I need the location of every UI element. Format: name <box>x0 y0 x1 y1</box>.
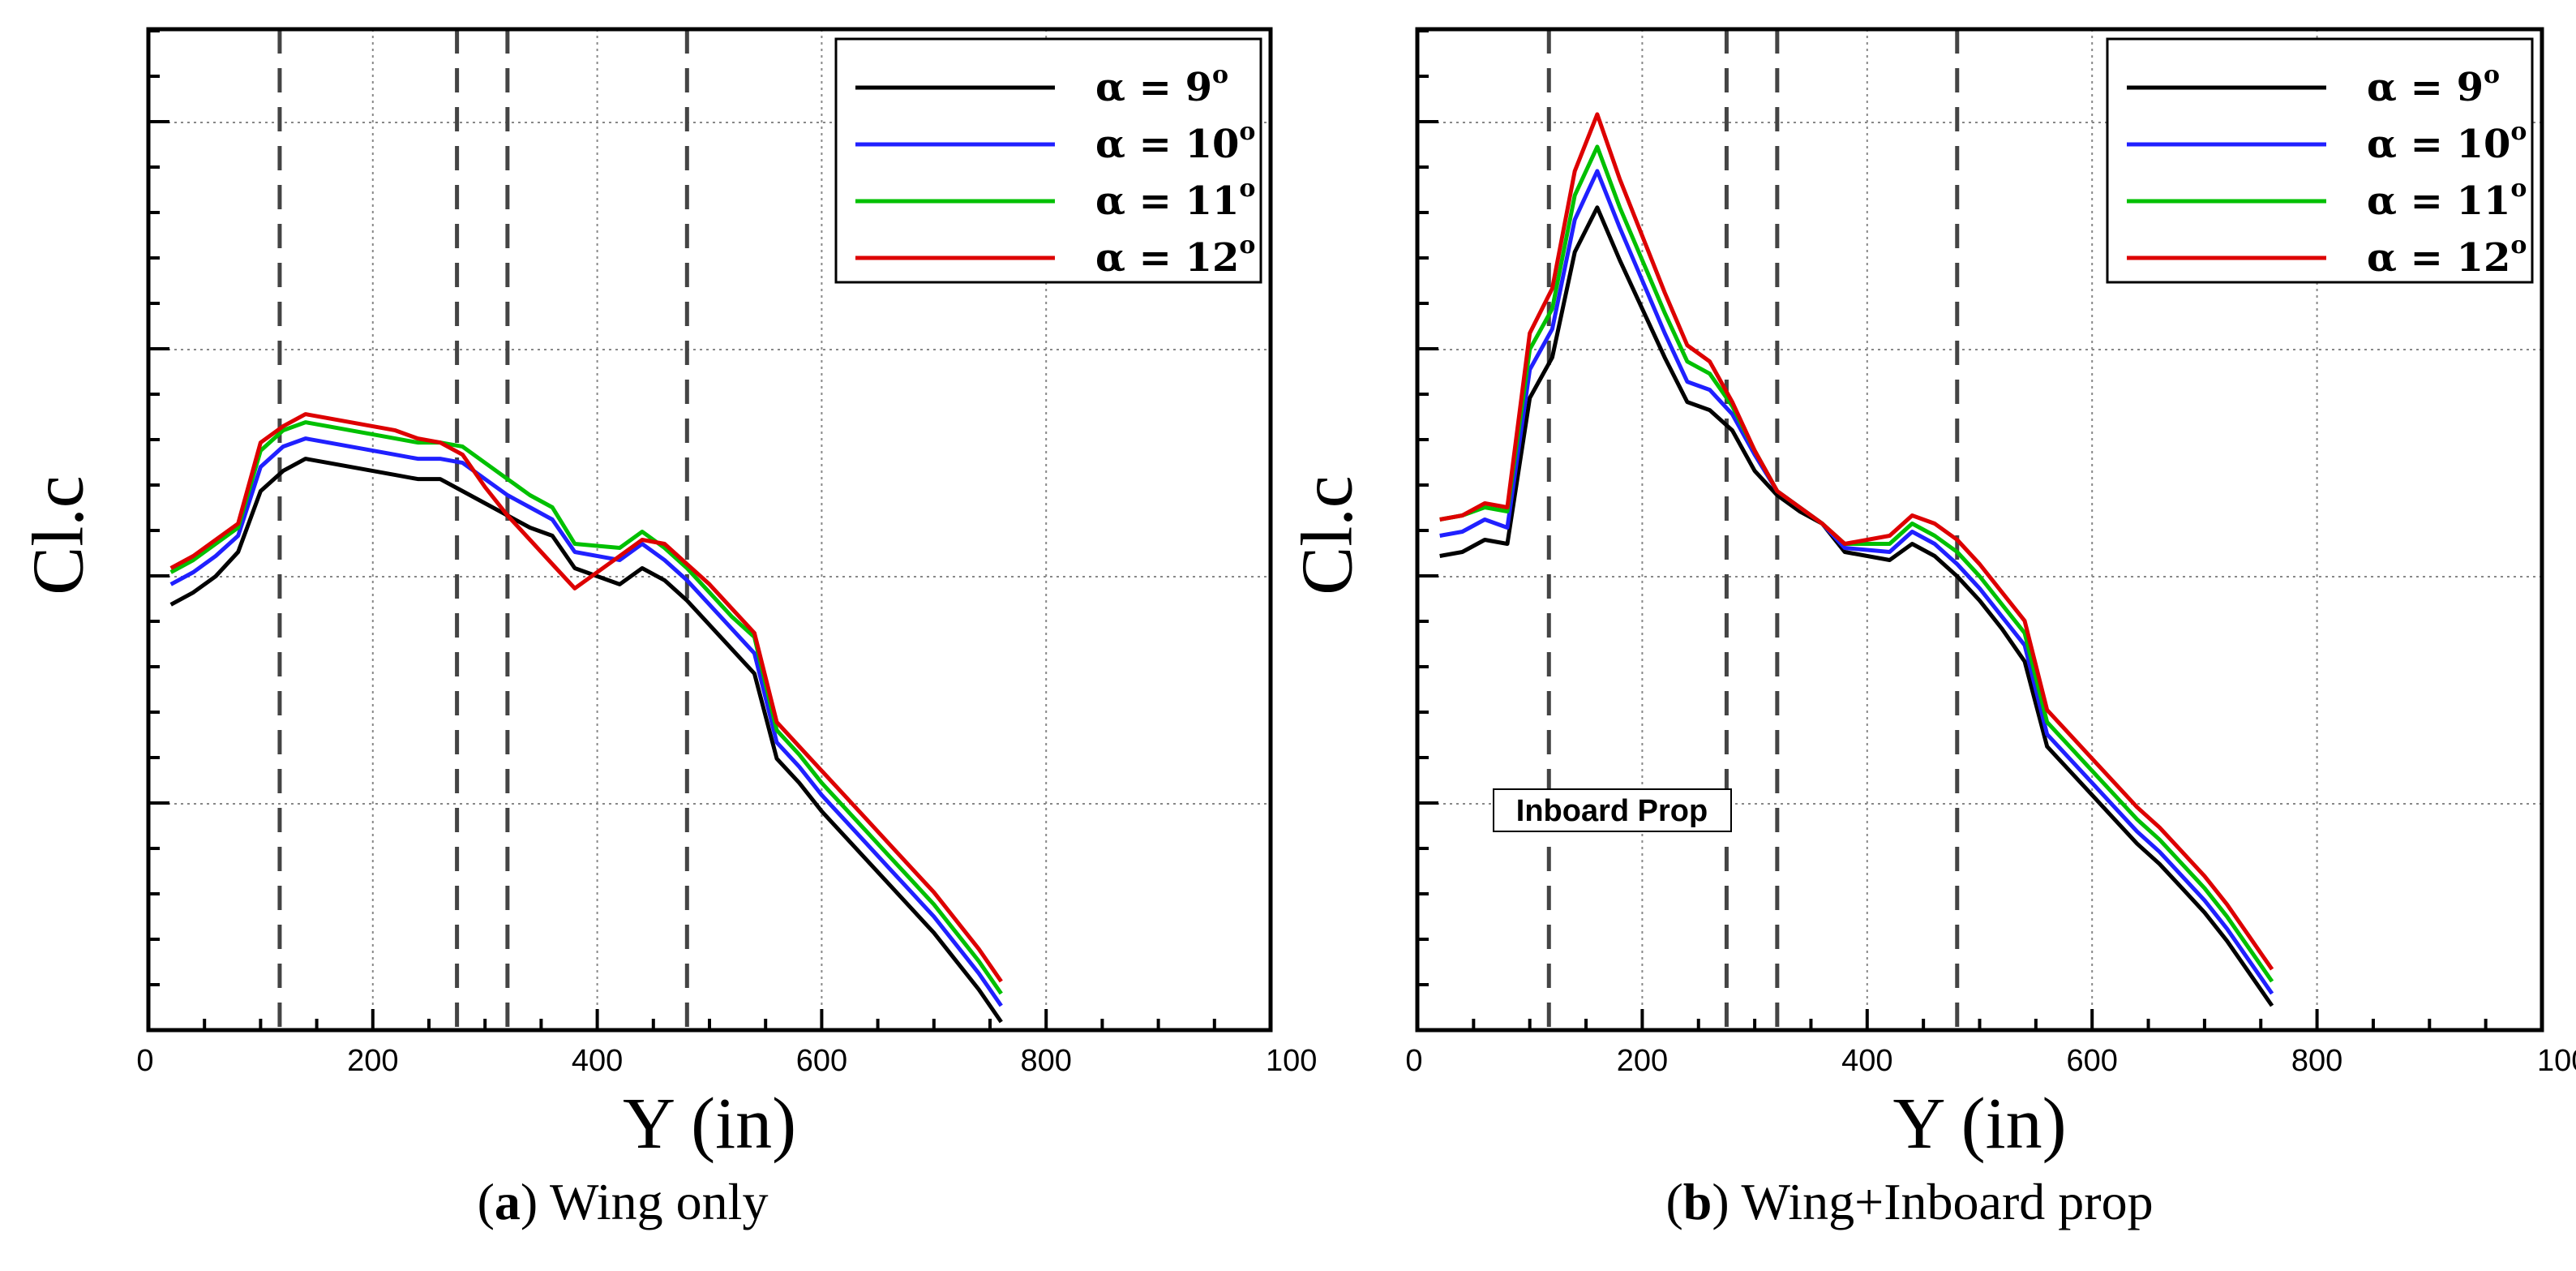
x-tick-label: 0 <box>1405 1044 1422 1078</box>
x-tick-label: 0 <box>136 1044 153 1078</box>
series-line-12deg <box>169 412 1003 983</box>
y-axis-title: Cl.c <box>19 475 99 595</box>
legend-label: α = 9o <box>1095 61 1228 110</box>
series-lines <box>1439 112 2274 1007</box>
annotation-box <box>1493 788 1732 832</box>
legend: α = 9o α = 10o α = 11o α = 12o <box>2106 37 2534 284</box>
legend-label: α = 9o <box>2367 61 2500 110</box>
x-tick-label: 800 <box>2291 1044 2342 1078</box>
legend-label: α = 12o <box>1095 231 1255 281</box>
x-tick-label: 600 <box>796 1044 847 1078</box>
x-axis: 0 200 400 600 800 100 <box>136 1009 1317 1078</box>
panel-caption: (a) Wing only <box>478 1173 769 1230</box>
x-axis-title: Y (in) <box>623 1084 796 1164</box>
x-tick-label: 200 <box>347 1044 398 1078</box>
series-line-12deg <box>1439 112 2274 971</box>
legend-box <box>834 37 1262 284</box>
legend-label: α = 10o <box>1095 118 1255 167</box>
panel-caption: (b) Wing+Inboard prop <box>1665 1173 2153 1230</box>
x-tick-label: 100 <box>1266 1044 1317 1078</box>
y-axis <box>1417 29 1438 1032</box>
legend-label: α = 10o <box>2367 118 2527 167</box>
series-lines <box>169 412 1003 1024</box>
series-line-10deg <box>1439 169 2274 995</box>
annotation-label: Inboard Prop <box>1516 794 1708 828</box>
y-axis-title: Cl.c <box>1288 475 1368 595</box>
x-tick-label: 200 <box>1617 1044 1668 1078</box>
x-tick-label: 400 <box>572 1044 623 1078</box>
legend-label: α = 11o <box>2367 174 2527 224</box>
y-axis <box>148 29 169 1032</box>
x-tick-label: 400 <box>1841 1044 1892 1078</box>
grid <box>1417 29 2542 1030</box>
x-tick-label: 100 <box>2537 1044 2576 1078</box>
series-line-11deg <box>169 420 1003 995</box>
legend: α = 9o α = 10o α = 11o α = 12o <box>834 37 1262 284</box>
legend-label: α = 12o <box>2367 231 2527 281</box>
series-line-9deg <box>169 457 1003 1024</box>
legend-box <box>2106 37 2534 284</box>
series-line-9deg <box>1439 205 2274 1007</box>
x-axis-title: Y (in) <box>1892 1084 2066 1164</box>
x-axis: 0 200 400 600 800 100 <box>1405 1009 2576 1078</box>
legend-label: α = 11o <box>1095 174 1255 224</box>
x-tick-label: 800 <box>1020 1044 1071 1078</box>
x-tick-label: 600 <box>2066 1044 2117 1078</box>
series-line-10deg <box>169 436 1003 1007</box>
